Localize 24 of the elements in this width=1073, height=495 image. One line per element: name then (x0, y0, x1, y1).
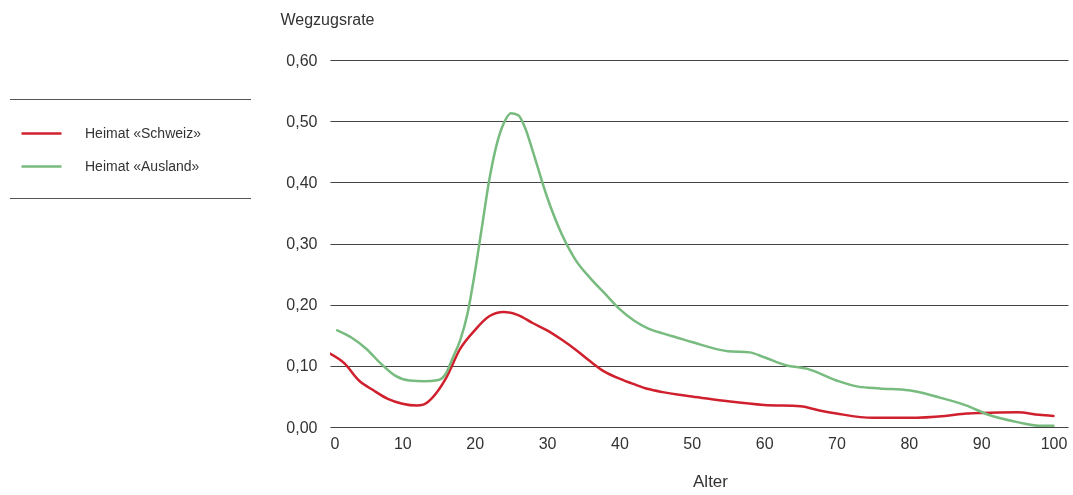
legend-label: Heimat «Schweiz» (85, 124, 202, 141)
x-tick-label: 70 (828, 434, 846, 452)
y-tick-label: 0,60 (286, 51, 318, 69)
y-tick-label: 0,30 (286, 235, 318, 252)
x-tick-label: 100 (1040, 434, 1068, 452)
y-tick-label: 0,10 (286, 357, 318, 375)
x-tick-label: 30 (538, 434, 557, 452)
x-tick-label: 90 (972, 434, 991, 452)
y-tick-label: 0,40 (286, 173, 318, 191)
x-tick-label: 10 (393, 434, 412, 452)
y-axis-title: Wegzugsrate (280, 10, 375, 28)
y-tick-label: 0,00 (286, 418, 318, 436)
x-axis-title: Alter (693, 471, 729, 491)
x-tick-label: 40 (611, 434, 629, 452)
y-tick-label: 0,20 (286, 296, 318, 314)
x-tick-label: 60 (755, 434, 774, 452)
x-tick-label: 50 (683, 434, 702, 452)
x-tick-label: 0 (330, 434, 340, 452)
line-series (330, 310, 1055, 420)
y-tick-label: 0,50 (286, 112, 318, 130)
line-series (335, 111, 1055, 427)
x-tick-label: 80 (900, 434, 919, 452)
legend-label: Heimat «Ausland» (85, 157, 200, 174)
x-tick-label: 20 (466, 434, 485, 452)
